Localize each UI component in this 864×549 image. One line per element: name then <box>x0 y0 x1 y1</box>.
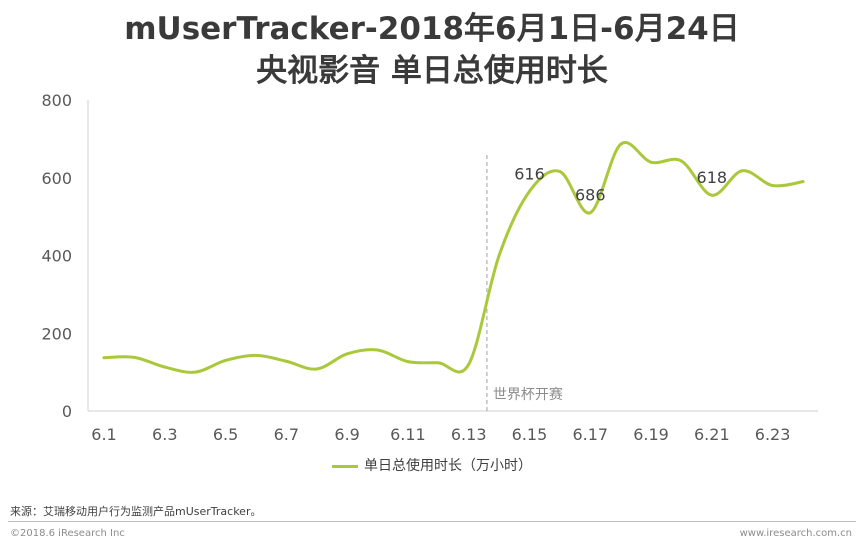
series-group <box>102 141 805 374</box>
data-point <box>558 170 562 174</box>
y-tick-label: 200 <box>41 324 72 343</box>
data-point <box>679 159 683 163</box>
data-point <box>224 358 228 362</box>
annotation-label: 世界杯开赛 <box>493 387 563 403</box>
worldcup-annotation: 世界杯开赛 <box>486 155 563 411</box>
data-point <box>376 348 380 352</box>
x-tick-label: 6.15 <box>512 425 548 444</box>
x-tick-label: 6.9 <box>334 425 359 444</box>
x-tick-label: 6.3 <box>152 425 177 444</box>
data-point <box>163 365 167 369</box>
y-tick-label: 600 <box>41 169 72 188</box>
data-point <box>497 254 501 257</box>
x-tick-label: 6.11 <box>390 425 426 444</box>
data-point <box>801 180 805 184</box>
data-point <box>315 367 319 371</box>
source-note: 来源：艾瑞移动用户行为监测产品mUserTracker。 <box>10 505 262 518</box>
website-text: www.iresearch.com.cn <box>739 528 852 539</box>
x-tick-label: 6.13 <box>451 425 487 444</box>
footer-divider <box>8 521 856 522</box>
data-point <box>771 184 775 188</box>
legend-label: 单日总使用时长（万小时） <box>364 458 532 474</box>
data-point <box>619 142 623 146</box>
data-point <box>132 355 136 359</box>
data-point <box>467 362 471 366</box>
x-tick-label: 6.7 <box>274 425 299 444</box>
x-tick-label: 6.1 <box>91 425 116 444</box>
copyright-text: ©2018.6 iResearch Inc <box>10 528 125 539</box>
data-point <box>436 361 440 365</box>
x-tick-labels: 6.1 6.3 6.5 6.7 6.9 6.11 6.13 6.15 6.17 6.19 6.21 6… <box>91 425 790 444</box>
data-point <box>345 352 349 356</box>
data-labels: 616 686 618 <box>514 164 727 204</box>
x-tick-label: 6.19 <box>633 425 669 444</box>
data-label: 618 <box>697 168 728 187</box>
data-point <box>710 193 714 197</box>
data-point <box>406 360 410 364</box>
data-point <box>102 356 106 360</box>
data-label: 686 <box>575 186 606 205</box>
y-tick-label: 400 <box>41 247 72 266</box>
x-tick-label: 6.23 <box>755 425 791 444</box>
y-tick-labels: 0 200 400 600 800 <box>41 91 72 421</box>
data-point <box>284 359 288 363</box>
chart-title-line2: 央视影音 单日总使用时长 <box>256 53 608 89</box>
x-tick-label: 6.5 <box>213 425 238 444</box>
data-label: 616 <box>514 164 545 183</box>
chart-title-line1: mUserTracker-2018年6月1日-6月24日 <box>124 11 740 47</box>
data-point <box>527 189 531 193</box>
x-tick-label: 6.21 <box>694 425 730 444</box>
data-point <box>588 211 592 215</box>
y-tick-label: 0 <box>62 402 72 421</box>
data-point <box>193 370 197 374</box>
x-tick-label: 6.17 <box>572 425 608 444</box>
data-point <box>649 160 653 164</box>
data-point <box>740 169 744 173</box>
legend: 单日总使用时长（万小时） <box>0 455 864 475</box>
data-point <box>254 353 258 357</box>
legend-line-swatch <box>332 464 358 468</box>
y-tick-label: 800 <box>41 91 72 110</box>
